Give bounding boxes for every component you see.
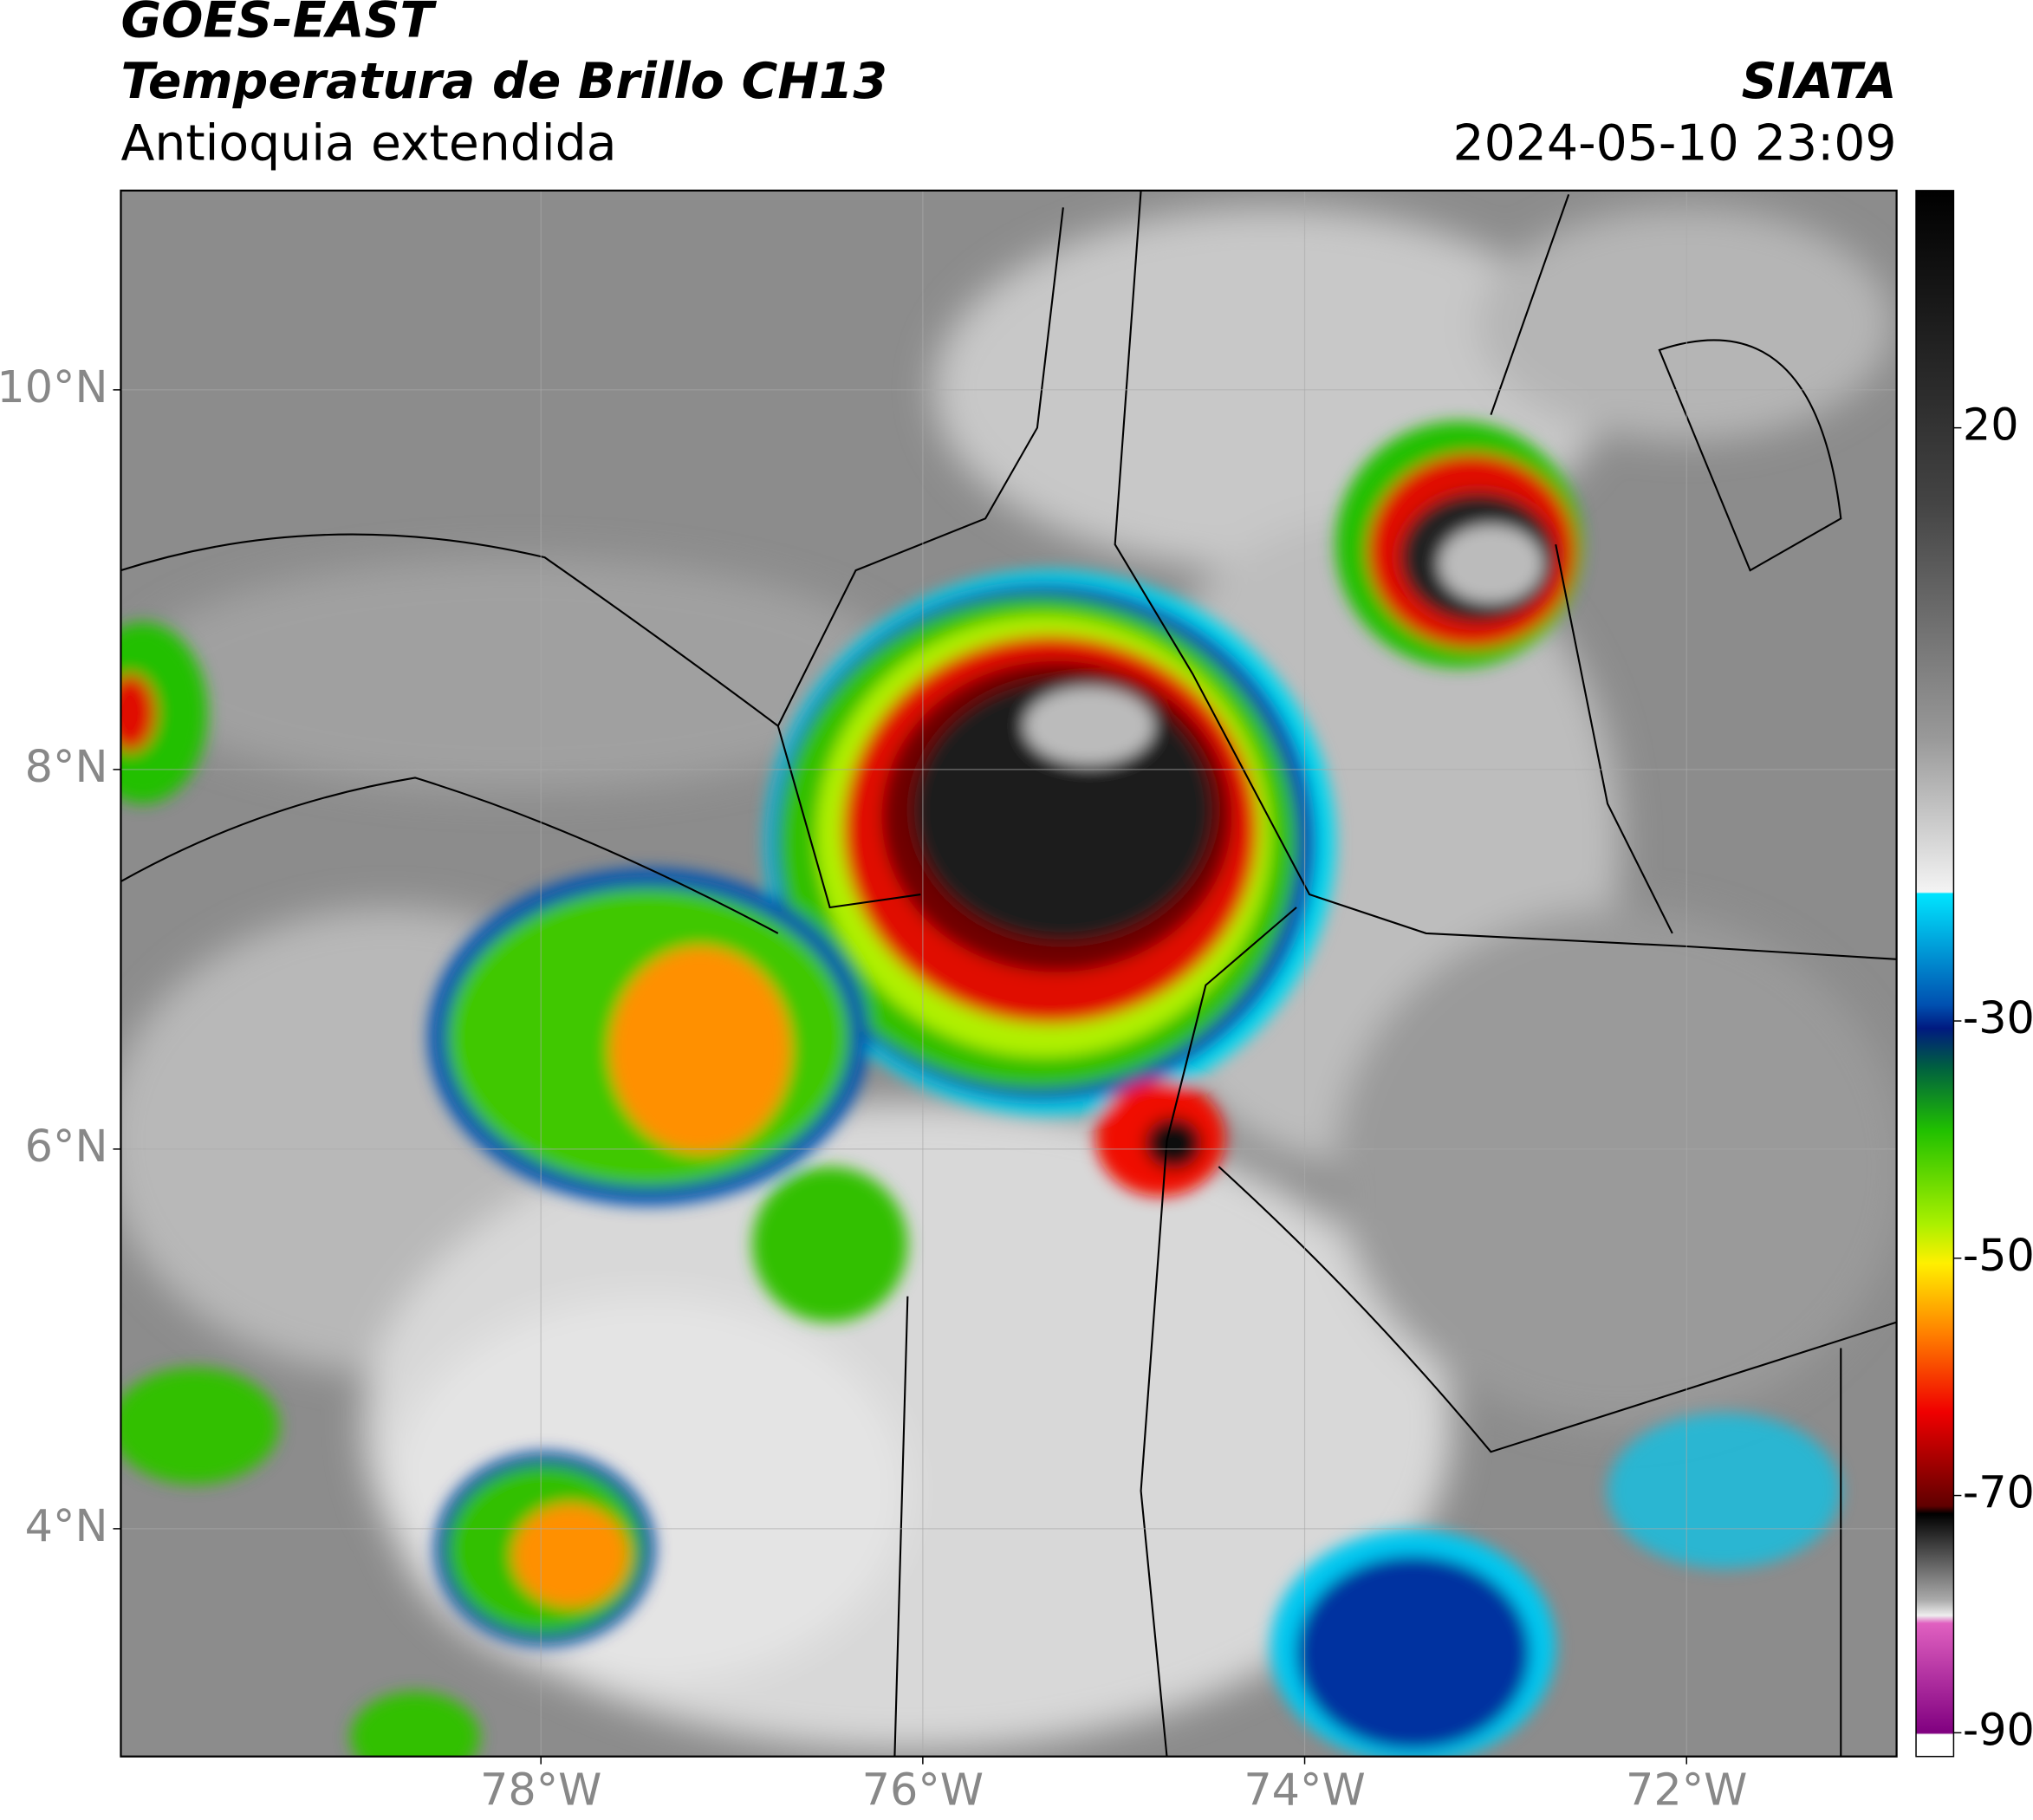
lon-tick-label: 76°W <box>862 1765 984 1816</box>
satellite-image <box>120 190 1897 1757</box>
lat-tick-label: 8°N <box>25 741 108 792</box>
lat-tick-label: 4°N <box>25 1500 108 1551</box>
lon-tick-label: 72°W <box>1626 1765 1747 1816</box>
lat-tick-label: 10°N <box>0 361 107 413</box>
map-frame <box>120 189 1898 1758</box>
colorbar-tick-label: -70 <box>1963 1467 2033 1518</box>
colorbar <box>1915 190 1955 1758</box>
title-region: Antioquia extendida <box>120 115 616 172</box>
colorbar-tick-label: -90 <box>1963 1704 2033 1755</box>
lon-tick-label: 78°W <box>480 1765 601 1816</box>
title-satellite: GOES-EAST <box>120 0 437 49</box>
colorbar-tick-label: -30 <box>1963 992 2033 1043</box>
lat-tick-label: 6°N <box>25 1121 108 1172</box>
lon-tick-label: 74°W <box>1244 1765 1365 1816</box>
datetime: 2024-05-10 23:09 <box>1453 115 1897 172</box>
source: SIATA <box>1742 53 1897 110</box>
colorbar-tick-label: -50 <box>1963 1230 2033 1281</box>
title-product: Temperatura de Brillo CH13 <box>120 53 887 110</box>
colorbar-tick-label: 20 <box>1963 400 2019 451</box>
